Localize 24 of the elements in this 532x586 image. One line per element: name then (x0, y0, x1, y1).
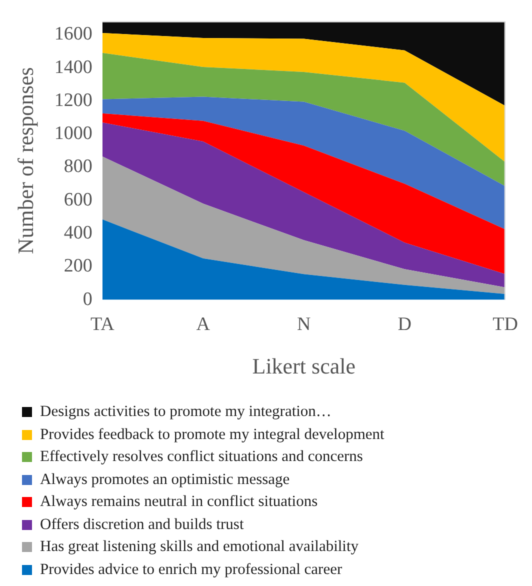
x-axis-title: Likert scale (252, 354, 356, 379)
y-tick-label: 1400 (54, 56, 92, 78)
x-tick-label: A (196, 314, 210, 336)
y-axis-title: Number of responses (12, 67, 38, 254)
y-tick-label: 800 (64, 156, 92, 178)
y-tick-label: 1600 (54, 24, 92, 45)
y-tick-label: 1000 (54, 123, 92, 144)
legend-label: Always promotes an optimistic message (40, 470, 290, 489)
legend-label: Provides advice to enrich my professional career (40, 560, 342, 579)
y-tick-label: 200 (64, 256, 92, 277)
x-tick-label: TA (90, 314, 115, 336)
legend-label: Effectively resolves conflict situations and concerns (40, 448, 363, 466)
y-tick-label: 400 (64, 222, 92, 244)
y-tick-label: 1200 (54, 90, 92, 111)
y-tick-label: 0 (82, 288, 92, 310)
legend-label: Offers discretion and builds trust (40, 516, 244, 534)
legend-label: Always remains neutral in conflict situations (40, 493, 318, 512)
x-tick-label: TD (492, 314, 518, 336)
x-tick-label: N (297, 314, 311, 336)
legend-label: Provides feedback to promote my integral development (40, 426, 384, 444)
y-tick-label: 600 (64, 189, 92, 210)
legend-label: Has great listening skills and emotional availability (40, 538, 359, 556)
x-tick-label: D (398, 314, 412, 336)
legend-label: Designs activities to promote my integration… (40, 403, 332, 422)
